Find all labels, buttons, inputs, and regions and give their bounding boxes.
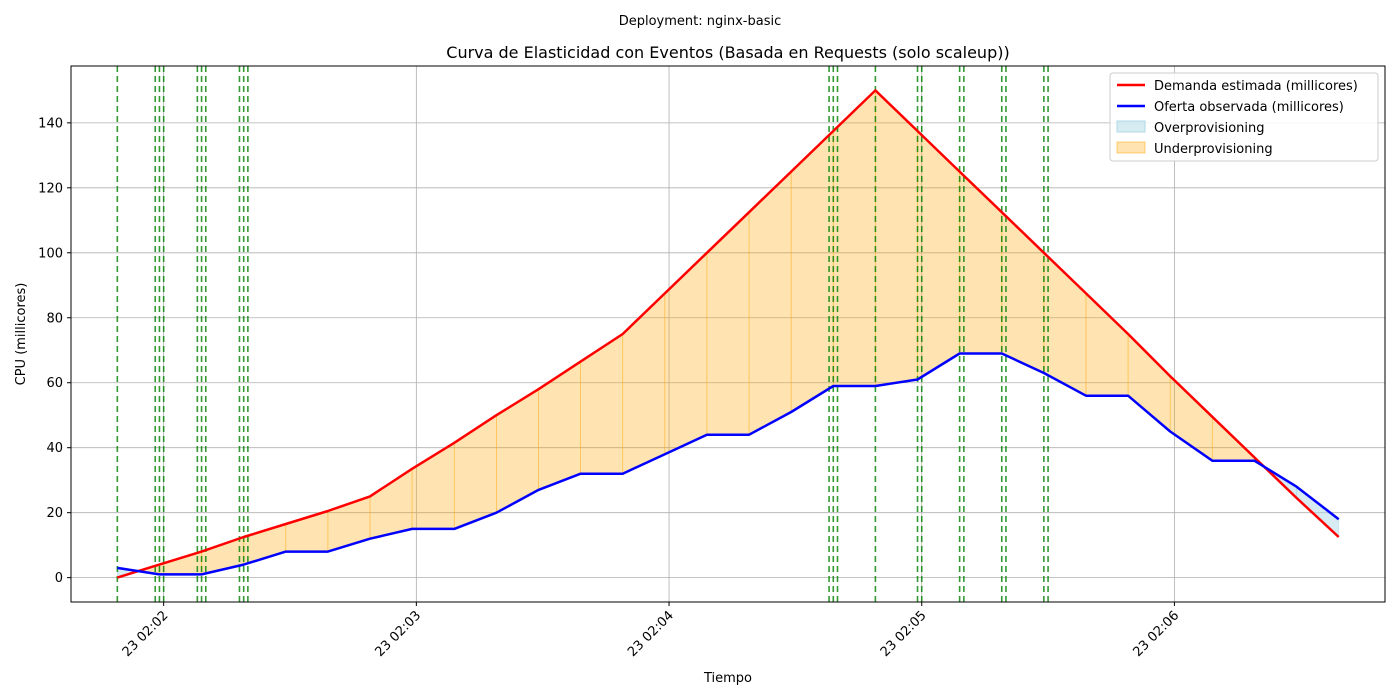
demand-line (116, 89, 1340, 579)
y-tick-label: 40 (46, 441, 63, 456)
plot-frame (70, 65, 1386, 603)
legend-swatch-overprovisioning (1116, 120, 1146, 133)
y-tick-label: 100 (38, 246, 63, 261)
chart-title: Curva de Elasticidad con Eventos (Basada… (446, 43, 1009, 62)
y-tick-label: 60 (46, 376, 63, 391)
chart-legend: Demanda estimada (millicores) Oferta obs… (1109, 72, 1379, 162)
legend-label-overprovisioning: Overprovisioning (1154, 121, 1265, 136)
legend-box (1109, 72, 1379, 162)
y-tick-label: 20 (46, 506, 63, 521)
provisioning-fills (116, 89, 1340, 579)
chart-suptitle: Deployment: nginx-basic (619, 14, 782, 29)
x-axis-label: Tiempo (703, 671, 752, 686)
legend-label-supply: Oferta observada (millicores) (1154, 100, 1344, 115)
y-axis-ticks: 0 20 40 60 80 100 120 140 (38, 116, 71, 586)
y-tick-label: 80 (46, 311, 63, 326)
legend-label-demand: Demanda estimada (millicores) (1154, 79, 1358, 94)
y-axis-label: CPU (millicores) (14, 283, 29, 386)
grid-lines (71, 66, 1385, 602)
underprovisioning-fill (748, 170, 792, 436)
y-tick-label: 120 (38, 181, 63, 196)
y-tick-label: 140 (38, 116, 63, 131)
underprovisioning-fill (875, 89, 918, 387)
y-tick-label: 0 (55, 571, 63, 586)
legend-label-underprovisioning: Underprovisioning (1154, 142, 1273, 157)
underprovisioning-fill (790, 130, 834, 413)
underprovisioning-fill (832, 89, 876, 387)
legend-swatch-underprovisioning (1116, 141, 1146, 154)
supply-line (117, 352, 1340, 576)
underprovisioning-fill (917, 130, 960, 381)
series-lines (116, 89, 1340, 579)
